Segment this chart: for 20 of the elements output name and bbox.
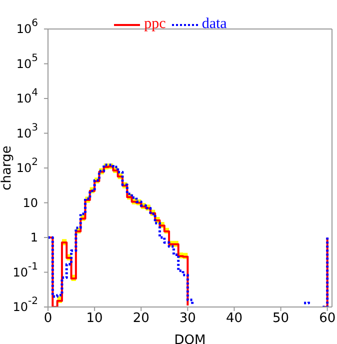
- y-tick-label: 10$^{6}$: [16, 18, 38, 36]
- x-tick-label: 30: [179, 311, 196, 326]
- y-axis-title: charge: [0, 146, 15, 190]
- legend-label: ppc: [143, 16, 166, 33]
- y-tick-label: 1: [30, 230, 38, 244]
- y-tick-label: 10$^{4}$: [16, 88, 38, 106]
- x-tick-label: 40: [226, 311, 243, 326]
- y-tick-label: 10$^{3}$: [16, 122, 38, 140]
- x-tick-label: 20: [132, 311, 150, 326]
- y-tick-label: 10$^{5}$: [16, 52, 38, 71]
- x-tick-label: 0: [44, 311, 52, 326]
- y-tick-label: 10: [22, 196, 38, 210]
- legend-label: data: [200, 16, 227, 33]
- x-tick-label: 60: [319, 311, 336, 326]
- x-tick-label: 50: [272, 311, 290, 326]
- y-tick-label: 10$^{-2}$: [12, 296, 38, 314]
- y-tick-label: 10$^{2}$: [16, 157, 38, 175]
- x-axis-title: DOM: [174, 333, 206, 344]
- x-tick-label: 10: [86, 311, 103, 326]
- y-tick-label: 10$^{-1}$: [12, 261, 38, 280]
